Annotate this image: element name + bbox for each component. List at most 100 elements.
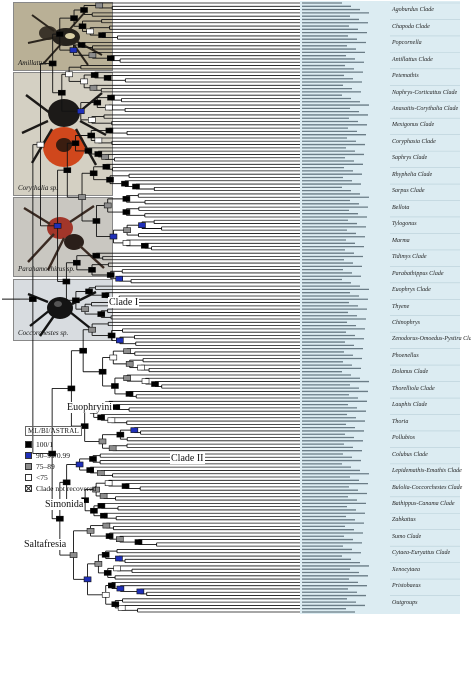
support-box (77, 42, 86, 48)
support-box (106, 55, 115, 61)
support-box (94, 561, 103, 567)
support-box (116, 337, 124, 344)
support-box (107, 332, 116, 339)
support-box (97, 414, 105, 421)
support-box (94, 137, 103, 144)
support-box (87, 132, 96, 139)
support-box (123, 348, 131, 354)
clade-label: Tylogonus (392, 221, 417, 228)
support-box (138, 222, 146, 229)
spider-image (14, 73, 112, 195)
clade-label: Xenocytaea (392, 566, 420, 573)
clade-label: Euophrys Clade (392, 287, 431, 294)
clade-label: Popcornella (392, 40, 422, 47)
clade-label: Bellota (392, 204, 410, 211)
support-box (72, 259, 81, 266)
support-box (137, 364, 145, 371)
support-box (86, 28, 94, 35)
photo-caption: Coccorchestes sp. (18, 329, 69, 337)
clade-label: Tidimys Clade (392, 254, 427, 261)
support-box (116, 431, 125, 438)
support-box (92, 252, 101, 259)
support-box (115, 555, 123, 562)
clade-label: Zenodorus-Omoedus-Pystira Clade (392, 336, 471, 343)
clade-label: Lepidemathis-Emathis Clade (392, 468, 462, 475)
clade-label: Cytaea-Euryattus Clade (392, 550, 451, 557)
support-legend: ML/BI/ASTRAL 100/1 90–99/0.99 75–89 <75 … (25, 426, 96, 494)
support-box (151, 381, 159, 387)
support-box (96, 470, 105, 476)
support-box (103, 75, 112, 81)
grey-square-icon (25, 463, 32, 470)
support-box (36, 141, 45, 148)
support-box (65, 71, 73, 78)
saltafresia-label: Saltafresia (23, 539, 68, 550)
support-box (79, 347, 87, 354)
support-box (115, 536, 124, 542)
support-box (83, 576, 92, 583)
spider-image (14, 3, 112, 70)
support-box (98, 32, 106, 38)
tip-label-band (300, 1, 460, 614)
support-box (86, 467, 95, 473)
support-box (92, 218, 101, 224)
support-box (95, 2, 104, 9)
support-box (56, 515, 64, 522)
clade-label: Sarpus Clade (392, 188, 425, 195)
support-box (89, 84, 98, 91)
legend-item: 75–89 (25, 461, 96, 472)
support-box (101, 292, 110, 298)
clade-label: Parabathippus Clade (392, 270, 444, 277)
clade-label: Outgroups (392, 599, 418, 606)
clade-label: Agoburdus Clade (392, 7, 434, 14)
support-box (136, 588, 145, 595)
support-box (86, 528, 95, 534)
clade-label: Bulolia-Coccorchestes Clade (392, 484, 463, 491)
support-box (78, 194, 86, 200)
support-box (123, 227, 131, 233)
clade-label: Bathippus-Canama Clade (392, 501, 455, 507)
support-box (116, 585, 125, 592)
support-box (81, 306, 89, 312)
support-box (132, 183, 140, 190)
photo-corythalia: Corythalia sp. (13, 72, 113, 196)
support-box (106, 272, 115, 278)
support-box (122, 196, 131, 202)
support-box (121, 483, 130, 489)
clade-ii-label: Clade II (170, 453, 205, 464)
support-box (75, 461, 84, 468)
support-box (70, 15, 78, 21)
support-box (58, 89, 66, 96)
support-box (125, 391, 134, 397)
legend-item: Clade not recovered (25, 483, 96, 494)
support-box (130, 427, 139, 433)
support-box (88, 326, 96, 333)
support-box (98, 368, 107, 375)
support-box (90, 507, 98, 514)
support-box (107, 417, 116, 424)
clade-label: Pristobaeus (392, 583, 421, 590)
photo-caption: Amillattus sp. (18, 59, 57, 67)
support-box (109, 233, 118, 240)
clade-label: Zabkattus (392, 517, 416, 524)
support-box (90, 72, 99, 78)
clade-i-label: Clade I (108, 297, 140, 308)
support-box (67, 385, 76, 392)
support-box (99, 493, 108, 499)
support-box (111, 383, 119, 389)
clade-label: Petemathis (392, 73, 419, 80)
support-box (53, 223, 62, 229)
support-box (48, 60, 57, 67)
support-box (101, 154, 109, 160)
crossed-square-icon (25, 485, 32, 492)
support-box (29, 296, 37, 302)
support-box (115, 275, 124, 282)
legend-item: 90–99/0.99 (25, 450, 96, 461)
support-box (97, 311, 106, 317)
support-box (80, 78, 88, 85)
photo-caption: Corythalia sp. (18, 184, 59, 192)
support-box (123, 375, 131, 381)
support-box (97, 503, 106, 509)
clade-label: Mexigonus Clade (392, 122, 435, 129)
